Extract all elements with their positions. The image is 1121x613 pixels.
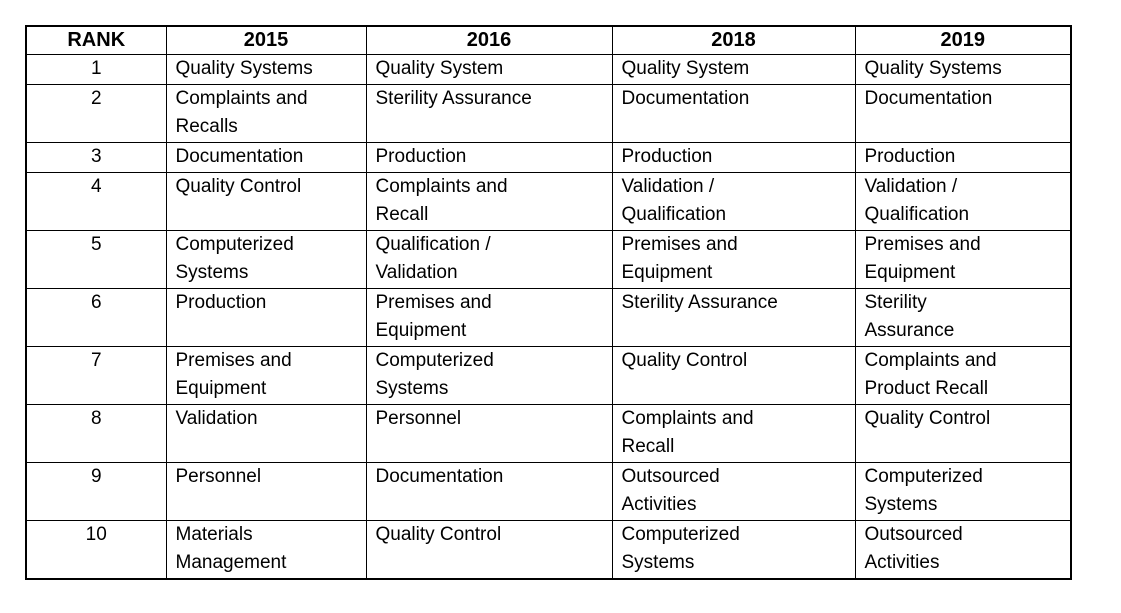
rank-cell: 2 xyxy=(25,84,167,143)
rank-cell: 9 xyxy=(25,462,167,521)
year-column-header: 2019 xyxy=(854,25,1072,55)
category-cell: Quality System xyxy=(611,54,856,85)
category-cell: Complaints and Recall xyxy=(365,172,613,231)
category-cell: Production xyxy=(165,288,367,347)
category-cell: Computerized Systems xyxy=(611,520,856,580)
category-cell: Computerized Systems xyxy=(365,346,613,405)
category-cell: Validation / Qualification xyxy=(611,172,856,231)
category-cell: Premises and Equipment xyxy=(365,288,613,347)
category-cell: Validation xyxy=(165,404,367,463)
rank-cell: 7 xyxy=(25,346,167,405)
category-cell: Documentation xyxy=(165,142,367,173)
category-cell: Quality Control xyxy=(611,346,856,405)
category-cell: Quality Systems xyxy=(165,54,367,85)
table-row: 4 Quality Control Complaints and Recall Val… xyxy=(25,172,1072,231)
category-cell: Quality Control xyxy=(165,172,367,231)
rank-cell: 6 xyxy=(25,288,167,347)
year-column-header: 2015 xyxy=(165,25,367,55)
category-cell: Computerized Systems xyxy=(165,230,367,289)
rank-cell: 4 xyxy=(25,172,167,231)
category-cell: Production xyxy=(611,142,856,173)
category-cell: Quality Systems xyxy=(854,54,1072,85)
category-cell: Computerized Systems xyxy=(854,462,1072,521)
table-row: 9 Personnel Documentation Outsourced Activi… xyxy=(25,462,1072,521)
rank-cell: 1 xyxy=(25,54,167,85)
deficiency-rank-table: RANK 2015 2016 2018 2019 1 Quality Systems Qua… xyxy=(25,25,1072,580)
category-cell: Sterility Assurance xyxy=(365,84,613,143)
category-cell: Premises and Equipment xyxy=(165,346,367,405)
table-row: 8 Validation Personnel Complaints and Recal… xyxy=(25,404,1072,463)
category-cell: Sterility Assurance xyxy=(854,288,1072,347)
table-row: 6 Production Premises and Equipment Sterili… xyxy=(25,288,1072,347)
table-row: 7 Premises and Equipment Computerized Syst… xyxy=(25,346,1072,405)
table-row: 3 Documentation Production Production Produc… xyxy=(25,142,1072,173)
table-body: 1 Quality Systems Quality System Quality Sy… xyxy=(25,54,1072,580)
year-column-header: 2016 xyxy=(365,25,613,55)
category-cell: Quality Control xyxy=(854,404,1072,463)
table-row: 1 Quality Systems Quality System Quality Sy… xyxy=(25,54,1072,85)
category-cell: Sterility Assurance xyxy=(611,288,856,347)
category-cell: Documentation xyxy=(611,84,856,143)
table-row: 5 Computerized Systems Qualification / Val… xyxy=(25,230,1072,289)
category-cell: Complaints and Product Recall xyxy=(854,346,1072,405)
category-cell: Outsourced Activities xyxy=(854,520,1072,580)
category-cell: Outsourced Activities xyxy=(611,462,856,521)
category-cell: Validation / Qualification xyxy=(854,172,1072,231)
category-cell: Quality Control xyxy=(365,520,613,580)
category-cell: Documentation xyxy=(365,462,613,521)
category-cell: Documentation xyxy=(854,84,1072,143)
rank-cell: 8 xyxy=(25,404,167,463)
category-cell: Qualification / Validation xyxy=(365,230,613,289)
category-cell: Complaints and Recalls xyxy=(165,84,367,143)
rank-column-header: RANK xyxy=(25,25,167,55)
category-cell: Quality System xyxy=(365,54,613,85)
rank-cell: 10 xyxy=(25,520,167,580)
rank-cell: 5 xyxy=(25,230,167,289)
table-row: 10 Materials Management Quality Control Com… xyxy=(25,520,1072,580)
category-cell: Materials Management xyxy=(165,520,367,580)
rank-cell: 3 xyxy=(25,142,167,173)
table-row: 2 Complaints and Recalls Sterility Assuran… xyxy=(25,84,1072,143)
year-column-header: 2018 xyxy=(611,25,856,55)
category-cell: Production xyxy=(365,142,613,173)
category-cell: Premises and Equipment xyxy=(611,230,856,289)
category-cell: Personnel xyxy=(165,462,367,521)
category-cell: Complaints and Recall xyxy=(611,404,856,463)
header-row: RANK 2015 2016 2018 2019 xyxy=(25,25,1072,55)
category-cell: Production xyxy=(854,142,1072,173)
category-cell: Premises and Equipment xyxy=(854,230,1072,289)
category-cell: Personnel xyxy=(365,404,613,463)
